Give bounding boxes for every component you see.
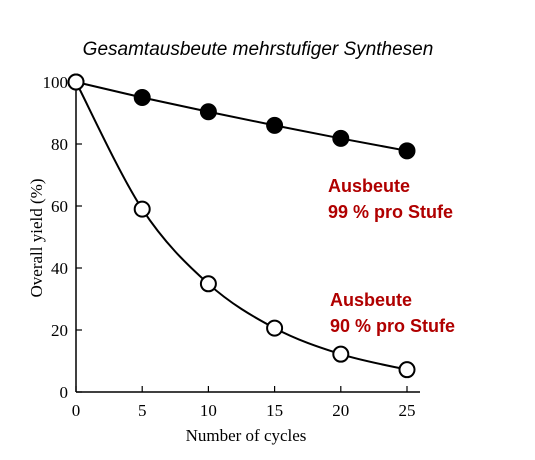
y-tick-label: 0: [60, 383, 69, 402]
x-tick-label: 10: [200, 401, 217, 420]
annotation-90: Ausbeute 90 % pro Stufe: [330, 290, 455, 336]
data-point-open: [133, 200, 151, 218]
y-tick-label: 60: [51, 197, 68, 216]
annotation-99: Ausbeute 99 % pro Stufe: [328, 176, 453, 222]
data-point-open: [398, 361, 416, 379]
data-point-open: [266, 319, 284, 337]
ticks: 0 20 40 60 80 100 0 5 10 15 20 25: [43, 73, 416, 420]
x-tick-label: 25: [399, 401, 416, 420]
annotation-90-line2: 90 % pro Stufe: [330, 316, 455, 336]
annotation-99-line1: Ausbeute: [328, 176, 410, 196]
data-point-open: [67, 73, 85, 91]
plot-area: 0 20 40 60 80 100 0 5 10 15 20 25: [43, 73, 420, 420]
y-tick-label: 20: [51, 321, 68, 340]
series-layer: [67, 73, 416, 379]
y-tick-label: 100: [43, 73, 69, 92]
x-tick-label: 5: [138, 401, 147, 420]
data-point-filled: [199, 103, 217, 121]
data-point-open: [332, 345, 350, 363]
annotation-99-line2: 99 % pro Stufe: [328, 202, 453, 222]
data-point-filled: [266, 116, 284, 134]
x-tick-label: 0: [72, 401, 81, 420]
data-point-open: [199, 275, 217, 293]
data-point-filled: [398, 142, 416, 160]
y-tick-label: 40: [51, 259, 68, 278]
data-point-filled: [133, 89, 151, 106]
x-axis-label: Number of cycles: [186, 426, 307, 445]
data-point-filled: [332, 129, 350, 147]
x-tick-label: 15: [266, 401, 283, 420]
x-tick-label: 20: [332, 401, 349, 420]
annotation-90-line1: Ausbeute: [330, 290, 412, 310]
chart-title: Gesamtausbeute mehrstufiger Synthesen: [83, 39, 434, 60]
series-line-0: [75, 81, 408, 152]
y-axis-label: Overall yield (%): [27, 179, 46, 298]
y-tick-label: 80: [51, 135, 68, 154]
